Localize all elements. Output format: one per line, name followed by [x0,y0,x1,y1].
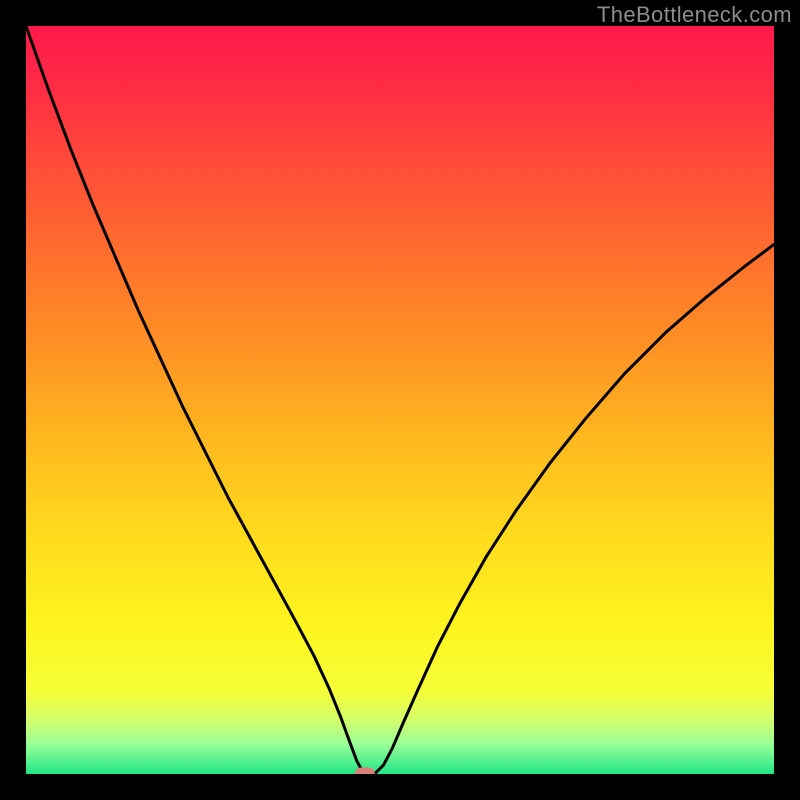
bottleneck-chart [0,0,800,800]
watermark-text: TheBottleneck.com [597,2,792,28]
chart-container: { "watermark": "TheBottleneck.com", "cha… [0,0,800,800]
gradient-background [26,26,774,774]
